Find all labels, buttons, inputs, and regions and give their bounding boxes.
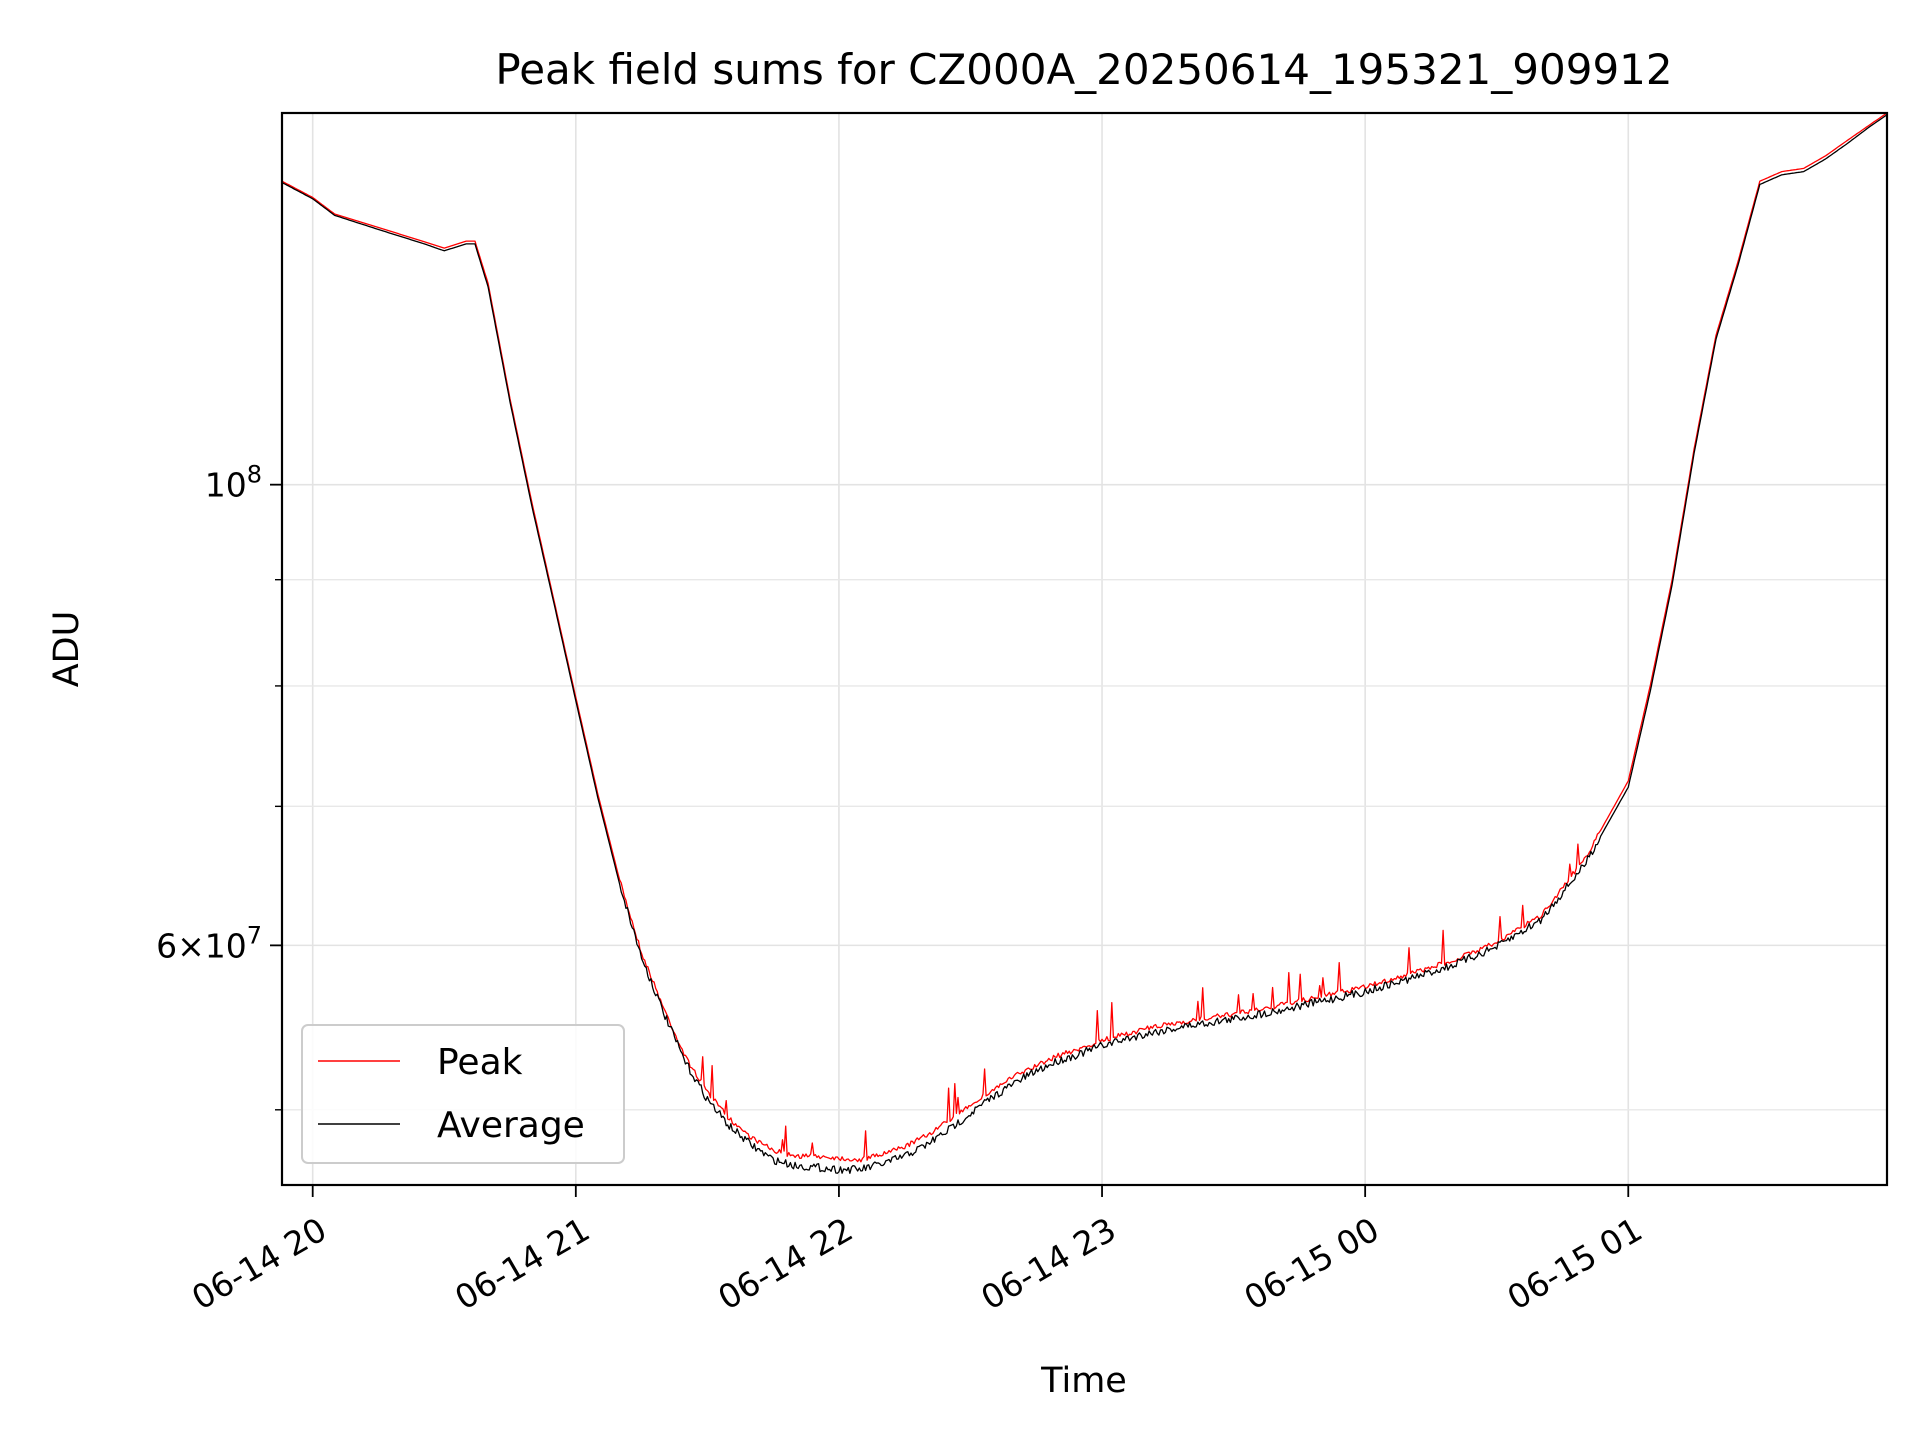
legend: Peak Average [301,1024,625,1164]
y-axis-label: ADU [47,611,87,688]
series-average [281,114,1888,1174]
series-layer [281,112,1888,1174]
y-tick-label: 6×107 [156,921,262,965]
y-tick-label: 108 [205,461,262,505]
x-axis-label: Time [1040,1361,1127,1401]
series-peak [281,112,1888,1163]
chart-title: Peak field sums for CZ000A_20250614_1953… [495,45,1672,94]
plot-frame [280,111,1889,1187]
series-line-average [281,114,1888,1174]
legend-box [301,1024,625,1164]
legend-label-peak: Peak [437,1042,523,1083]
series-line-peak [281,112,1888,1163]
legend-label-average: Average [437,1105,585,1146]
